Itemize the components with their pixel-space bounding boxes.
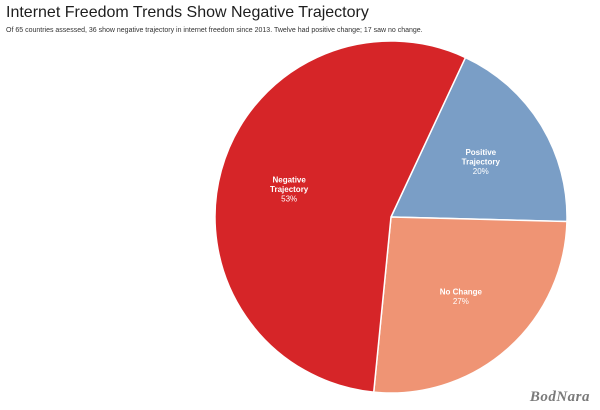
slice-label-percent: 27% [453,297,469,306]
pie-slice-2 [214,40,467,393]
slice-label-name: Trajectory [462,157,501,166]
slice-label-name: Positive [465,148,496,157]
slice-label-name: Trajectory [270,185,309,194]
watermark-logo: BodNara [529,389,590,405]
slice-label-1: No Change 27% [440,287,483,306]
slice-label-name: No Change [440,287,483,296]
slice-label-percent: 53% [281,195,297,204]
chart-subtitle: Of 65 countries assessed, 36 show negati… [6,27,423,34]
slice-label-percent: 20% [473,167,489,176]
slice-label-0: Positive Trajectory 20% [462,148,501,176]
chart-title: Internet Freedom Trends Show Negative Tr… [6,4,369,21]
pie-slice-0 [389,56,568,223]
slice-label-2: Negative Trajectory 53% [270,176,309,204]
pie-slice-1 [372,216,568,394]
slice-label-name: Negative [272,176,306,185]
